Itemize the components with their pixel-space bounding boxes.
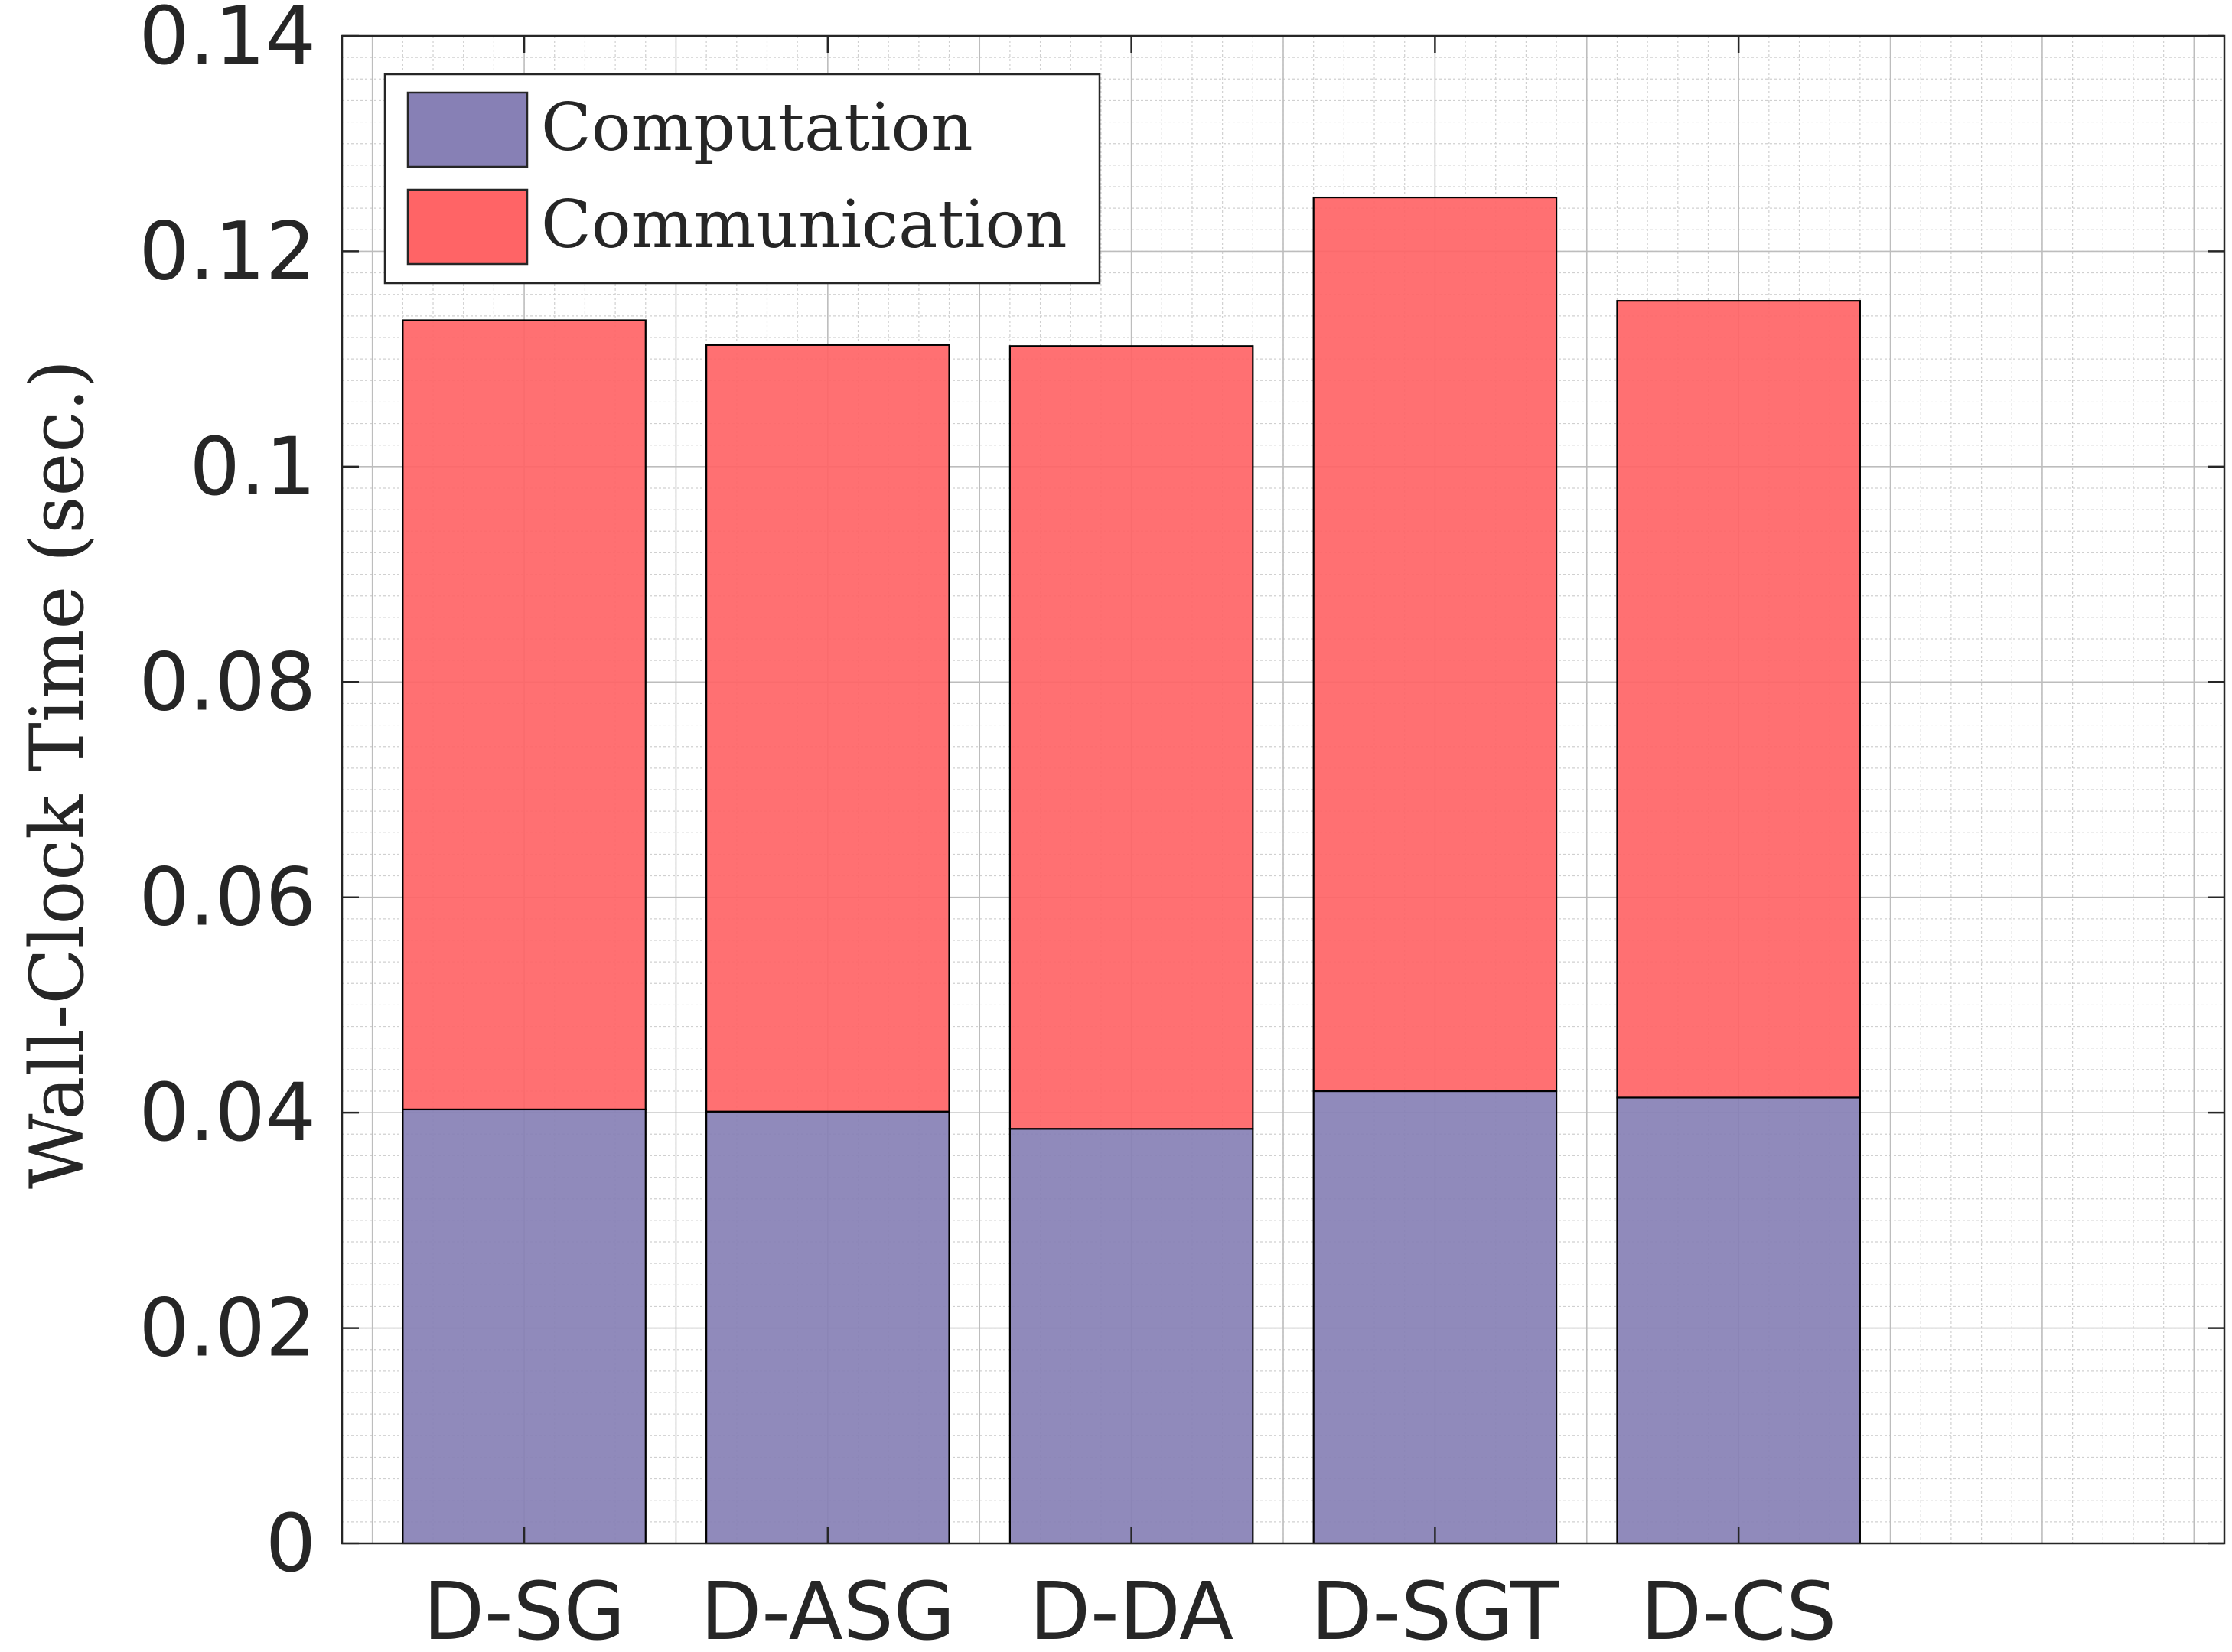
ticks <box>342 34 2224 1545</box>
axes-box <box>341 34 2226 1545</box>
bar-d-sg-communication <box>402 319 647 1111</box>
legend-label-communication: Communication <box>541 187 1067 263</box>
legend: Computation Communication <box>383 73 1101 285</box>
y-tick-label: 0.08 <box>138 635 316 728</box>
y-tick-label: 0.14 <box>138 0 316 83</box>
legend-swatch-computation <box>406 91 529 168</box>
bar-d-cs-communication <box>1616 300 1861 1099</box>
bar-d-sgt-communication <box>1312 196 1558 1093</box>
bars <box>402 196 1861 1545</box>
bar-d-cs-computation <box>1616 1096 1861 1545</box>
bar-d-da-computation <box>1008 1128 1254 1545</box>
y-axis-label: Wall-Clock Time (sec.) <box>15 360 100 1189</box>
legend-swatch-communication <box>406 188 529 266</box>
y-tick-label: 0 <box>266 1497 316 1590</box>
y-tick-label: 0.1 <box>190 420 316 513</box>
y-tick-label: 0.12 <box>138 204 316 298</box>
x-tick-label: D-DA <box>1029 1565 1233 1652</box>
bar-d-sg-computation <box>402 1108 647 1545</box>
x-tick-label: D-SGT <box>1311 1565 1559 1652</box>
y-tick-label: 0.06 <box>138 851 316 944</box>
tick-labels: 0 0.02 0.04 0.06 0.08 0.1 0.12 0.14 D-SG D-ASG D-D… <box>138 0 1836 1652</box>
y-tick-label: 0.02 <box>138 1282 316 1375</box>
x-tick-label: D-SG <box>423 1565 625 1652</box>
y-tick-label: 0.04 <box>138 1066 316 1159</box>
bar-d-asg-computation <box>705 1110 950 1545</box>
x-tick-label: D-ASG <box>700 1565 955 1652</box>
x-tick-label: D-CS <box>1641 1565 1836 1652</box>
bar-d-asg-communication <box>705 344 950 1113</box>
bar-d-sgt-computation <box>1312 1090 1558 1545</box>
bar-d-da-communication <box>1008 345 1254 1130</box>
legend-label-computation: Computation <box>541 90 973 166</box>
